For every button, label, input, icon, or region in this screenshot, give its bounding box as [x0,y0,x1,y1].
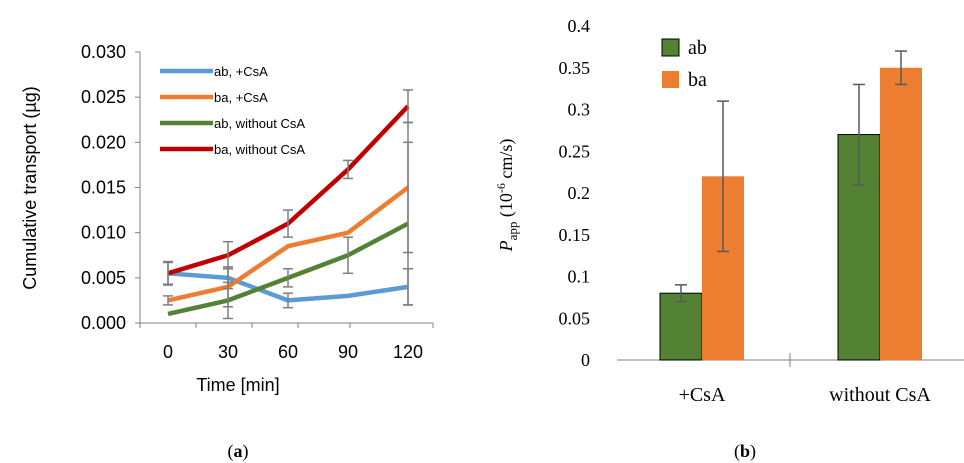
legend-label: ba [688,69,707,91]
error-bar [895,50,907,86]
panel-letter: b [740,441,750,461]
y-label-unit: cm/s) [496,139,517,184]
legend-label: ab [688,37,707,59]
y-tick-label: 0.015 [81,178,126,198]
bar-chart-panel: 0 0.05 0.1 0.15 0.2 0.25 0.3 0.35 0.4 +CsA withou… [494,16,964,462]
x-category-label: without CsA [829,384,931,406]
y-tick-label: 0 [581,350,590,370]
error-bar [343,236,353,275]
y-label-sup: -6 [494,183,508,193]
legend-item: ab [661,37,707,59]
bar [659,292,703,361]
error-bar [717,100,729,253]
error-bar [283,209,293,238]
panel-label-b: (b) [734,441,756,462]
y-tick-label: 0.15 [559,225,591,245]
x-tick-label: 30 [218,342,238,362]
legend-swatch [662,71,679,88]
y-label-main: P [496,240,516,252]
y-tick-label: 0.000 [81,313,126,333]
error-bar [343,159,353,180]
y-tick-label: 0.1 [568,267,591,287]
legend-item: ba, without CsA [160,142,305,157]
legend-label: ab, without CsA [214,116,305,131]
x-axis-label: Time [min] [196,375,279,395]
line-chart-panel: 0.000 0.005 0.010 0.015 0.020 0.025 0.030 0 30 6… [20,42,434,462]
error-bar [403,141,413,306]
y-tick-label: 0.2 [568,183,591,203]
legend-label: ab, +CsA [214,64,268,79]
error-bar [223,281,233,320]
y-tick-label: 0.020 [81,132,126,152]
y-axis-label: Papp (10-6 cm/s) [494,139,520,253]
y-tick-label: 0.030 [81,42,126,62]
legend-label: ba, without CsA [214,142,305,157]
x-tick-label: 90 [338,342,358,362]
legend-item: ba [662,69,707,91]
legend-swatch [661,38,680,57]
bar [880,67,922,360]
y-tick-label: 0.3 [568,100,591,120]
y-label-sub: app [505,222,520,241]
x-tick-label: 0 [163,342,173,362]
legend-item: ba, +CsA [160,90,268,105]
series-line [167,185,410,303]
legend-label: ba, +CsA [214,90,268,105]
y-tick-label: 0.005 [81,268,126,288]
x-category-label: +CsA [679,384,726,406]
panel-letter: a [234,441,243,461]
y-label-rest: (10 [496,193,517,222]
y-tick-label: 0.35 [559,58,591,78]
y-axis-label: Cumulative transport (µg) [20,86,40,289]
y-tick-label: 0.05 [559,308,591,328]
y-tick-label: 0.025 [81,87,126,107]
error-bar [675,284,687,303]
panel-label-a: (a) [228,441,249,462]
x-tick-label: 120 [393,342,423,362]
y-tick-label: 0.010 [81,223,126,243]
error-bar [163,295,173,306]
error-bar [223,240,233,270]
error-bar [283,292,293,309]
legend-item: ab, +CsA [160,64,268,79]
y-tick-label: 0.4 [568,16,591,36]
y-tick-label: 0.25 [559,141,591,161]
error-bar [163,260,173,286]
x-tick-label: 60 [278,342,298,362]
legend-item: ab, without CsA [160,116,305,131]
error-bar [853,83,865,186]
error-bar [283,268,293,288]
error-bar [403,89,413,124]
